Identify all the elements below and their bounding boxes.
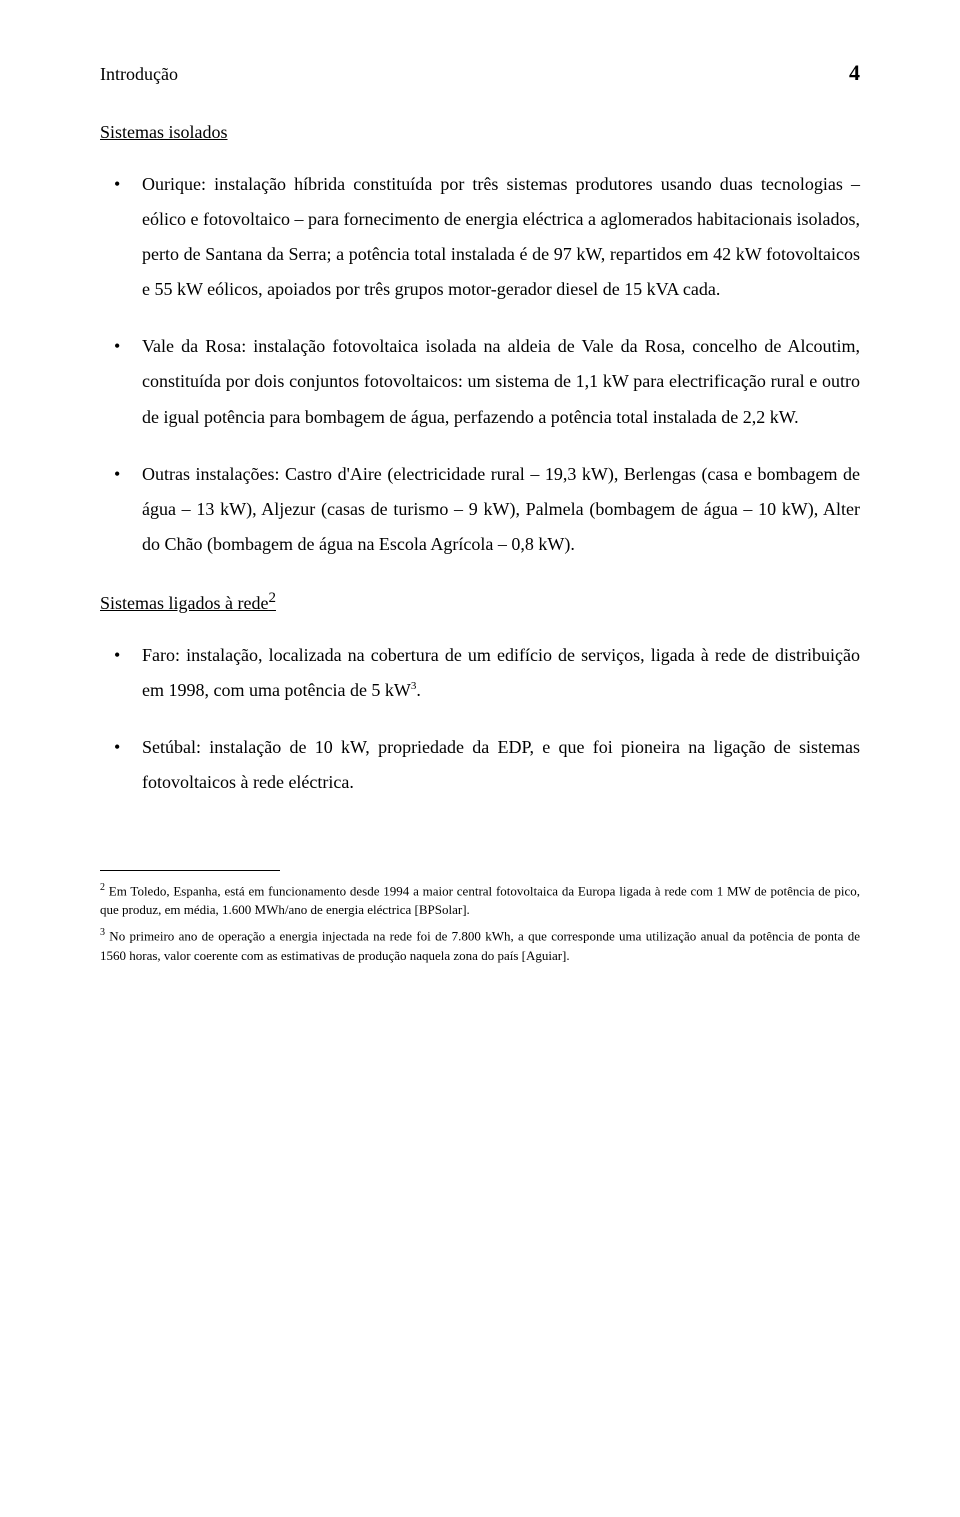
footnote-2: 2 Em Toledo, Espanha, está em funcioname…	[100, 881, 860, 920]
list-item: Ourique: instalação híbrida constituída …	[100, 167, 860, 307]
list-item: Outras instalações: Castro d'Aire (elect…	[100, 457, 860, 562]
heading-text: Sistemas ligados à rede	[100, 593, 268, 613]
item-suffix: .	[416, 680, 421, 700]
list-item: Vale da Rosa: instalação fotovoltaica is…	[100, 329, 860, 434]
grid-connected-heading: Sistemas ligados à rede2	[100, 590, 860, 614]
item-text: Faro: instalação, localizada na cobertur…	[142, 645, 860, 700]
isolated-systems-list: Ourique: instalação híbrida constituída …	[100, 167, 860, 562]
isolated-systems-heading: Sistemas isolados	[100, 122, 860, 143]
footnote-text: Em Toledo, Espanha, está em funcionament…	[100, 884, 860, 918]
list-item: Setúbal: instalação de 10 kW, propriedad…	[100, 730, 860, 800]
heading-footnote-ref: 2	[268, 590, 276, 606]
page-header: Introdução 4	[100, 60, 860, 86]
footnote-text: No primeiro ano de operação a energia in…	[100, 929, 860, 963]
item-text: Setúbal: instalação de 10 kW, propriedad…	[142, 737, 860, 792]
footnote-divider	[100, 870, 280, 871]
header-title: Introdução	[100, 64, 178, 85]
page-number: 4	[849, 60, 860, 86]
grid-connected-list: Faro: instalação, localizada na cobertur…	[100, 638, 860, 800]
footnote-3: 3 No primeiro ano de operação a energia …	[100, 926, 860, 965]
list-item: Faro: instalação, localizada na cobertur…	[100, 638, 860, 708]
